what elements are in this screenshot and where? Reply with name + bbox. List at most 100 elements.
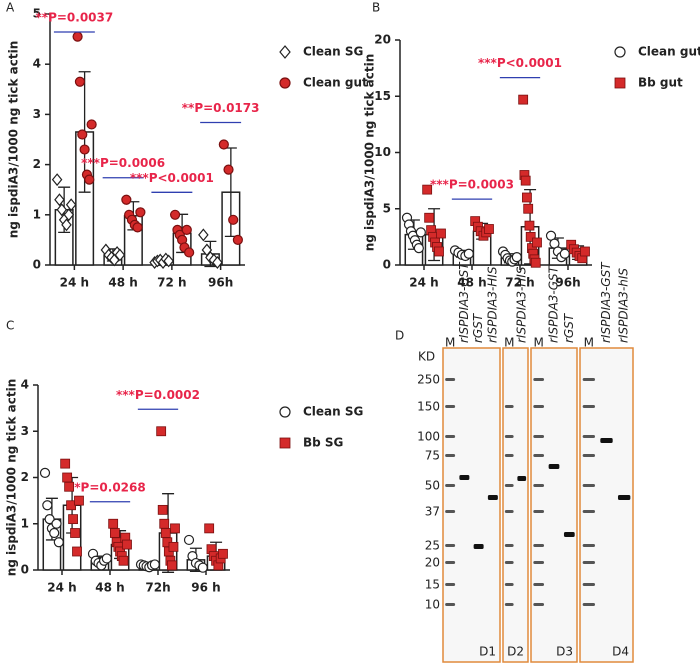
data-point	[169, 209, 181, 220]
y-tick-label: 4	[33, 57, 41, 71]
marker-size: 15	[425, 578, 440, 592]
significance-label: ***P<0.0001	[478, 56, 562, 70]
data-point	[122, 539, 132, 550]
blot-panel-name: D4	[612, 645, 629, 659]
y-tick-label: 0	[21, 563, 29, 577]
y-tick-label: 4	[21, 378, 29, 392]
blot-panel	[530, 347, 578, 663]
data-point	[62, 472, 73, 483]
data-point	[74, 495, 84, 506]
data-point	[72, 546, 82, 557]
lane-label: rISPDIA3-HIS	[514, 266, 528, 343]
data-point	[56, 203, 68, 217]
blot-panel-name: D1	[479, 645, 496, 659]
x-tick-label: 48 h	[457, 276, 486, 290]
y-axis-label: ng ispdiA3/1000 ng tick actin	[5, 379, 19, 577]
lane-label: rISPDIA3-hIS	[617, 268, 631, 343]
data-point	[42, 500, 53, 511]
blot-panel-name: D2	[507, 645, 524, 659]
legend-label: Bb SG	[303, 436, 343, 450]
data-point	[109, 528, 120, 538]
data-point	[68, 514, 78, 525]
data-point	[170, 523, 180, 534]
y-tick-label: 5	[383, 201, 391, 215]
lane-label: M	[504, 336, 514, 350]
y-axis-label: ng ispdiA3/1000 ng tick actin	[363, 54, 377, 252]
data-point	[181, 224, 192, 235]
data-point	[184, 247, 195, 258]
data-point	[65, 198, 77, 212]
x-tick-label: 48 h	[95, 581, 124, 595]
data-point	[436, 228, 446, 239]
data-point	[415, 227, 426, 238]
x-tick-label: 24 h	[60, 276, 89, 290]
data-point	[132, 222, 143, 233]
legend-marker	[279, 77, 291, 89]
blot-band	[533, 603, 545, 606]
data-point	[70, 528, 80, 538]
blot-band	[582, 454, 596, 457]
data-point	[74, 76, 86, 87]
blot-band	[504, 583, 514, 586]
blot-panel	[442, 347, 501, 663]
blot-band	[504, 544, 514, 547]
blot-band	[582, 561, 596, 564]
y-tick-label: 5	[33, 7, 41, 21]
blot-band	[445, 378, 456, 381]
data-point	[204, 523, 215, 534]
data-point	[39, 467, 51, 478]
y-tick-label: 0	[383, 258, 391, 272]
data-point	[159, 518, 170, 529]
data-point	[197, 562, 208, 573]
lane-label: rISPDA3-GST	[547, 264, 561, 343]
panel-label: B	[372, 1, 380, 15]
y-tick-label: 0	[33, 258, 41, 272]
y-tick-label: 15	[374, 89, 391, 103]
data-point	[121, 194, 132, 205]
marker-size: 20	[425, 556, 440, 570]
blot-band	[582, 510, 596, 513]
y-tick-label: 1	[33, 207, 41, 221]
data-point	[422, 184, 433, 195]
legend-marker	[279, 437, 291, 449]
blot-band	[533, 378, 545, 381]
data-point	[101, 553, 112, 564]
blot-panel	[579, 347, 634, 663]
data-point	[518, 94, 529, 105]
lane-label: M	[533, 336, 543, 350]
x-tick-label: 72h	[145, 581, 170, 595]
data-point	[135, 207, 146, 218]
blot-band	[445, 454, 456, 457]
y-axis-label: ng ispdiA3/1000 ng tick actin	[7, 41, 21, 239]
blot-band	[582, 583, 596, 586]
legend-label: Clean SG	[303, 405, 363, 419]
data-point	[525, 231, 536, 242]
x-tick-label: 96h	[208, 276, 233, 290]
blot-band	[504, 454, 514, 457]
data-point	[77, 129, 88, 140]
blot-band	[582, 378, 596, 381]
data-point	[114, 248, 126, 262]
blot-band	[533, 510, 545, 513]
x-tick-label: 96h	[555, 276, 580, 290]
x-tick-label: 96 h	[191, 581, 220, 595]
data-point	[49, 527, 60, 539]
blot-band	[445, 510, 456, 513]
lane-label: M	[445, 336, 455, 350]
lane-label: rISPDIA3-GST	[599, 261, 613, 343]
marker-size: 150	[417, 400, 440, 414]
marker-size: 25	[425, 539, 440, 553]
x-tick-label: 72 h	[505, 276, 534, 290]
x-tick-label: 24 h	[409, 276, 438, 290]
data-point	[118, 555, 129, 566]
lane-label: M	[584, 336, 594, 350]
y-tick-label: 2	[33, 157, 41, 171]
blot-band	[504, 510, 514, 513]
x-tick-label: 72 h	[157, 276, 186, 290]
data-point	[79, 144, 90, 155]
marker-size: 250	[417, 373, 440, 387]
data-point	[168, 541, 179, 552]
data-point	[160, 528, 171, 538]
blot-band	[504, 405, 514, 408]
marker-size: 10	[425, 598, 440, 612]
